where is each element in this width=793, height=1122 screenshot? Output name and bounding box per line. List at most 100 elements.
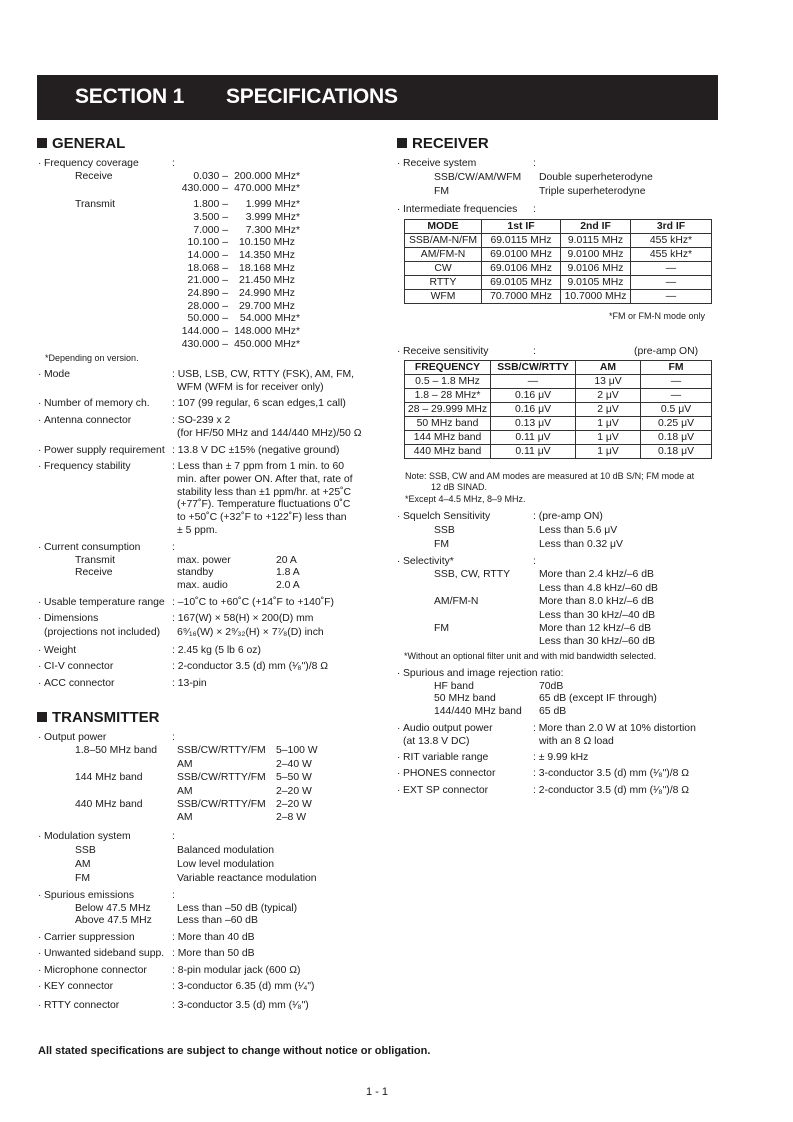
table-cell: 0.18 μV [640,430,712,445]
spec-value: Less than 4.8 kHz/–60 dB [539,582,658,594]
spec-value: max. audio [177,580,228,592]
bullet-icon: · [38,890,42,901]
spec-row: *Depending on version. [0,352,793,364]
spec-value: Less than –60 dB [177,915,258,927]
table-cell: WFM [404,289,482,304]
spec-row: Below 47.5 MHz Less than –50 dB (typical) [0,903,793,915]
spec-sublabel: Transmit [75,554,116,566]
spec-sublabel: 1.8–50 MHz band [75,745,158,757]
spec-label: Unwanted sideband supp. [44,948,165,959]
spec-row: · KEY connector: 3-conductor 6.35 (d) mm … [0,981,793,993]
table-cell: CW [404,261,482,276]
range-end: 470.000 MHz* [234,183,300,195]
table-cell: 0.5 μV [640,402,712,417]
table-cell: 455 kHz* [630,233,712,248]
spec-row: 3.500 – 3.999 MHz* [0,212,793,224]
bullet-icon: · [397,158,401,169]
spec-row: FM Variable reactance modulation [0,873,793,885]
spec-value: 65 dB [539,706,567,718]
table-cell: 0.11 μV [490,444,576,459]
table-cell: 144 MHz band [404,430,491,445]
spec-value: AM [177,785,193,797]
table-cell: 1.8 – 28 MHz* [404,388,491,403]
spec-value: SSB/CW/RTTY/FM [177,799,266,810]
bullet-icon: · [38,732,42,743]
spec-row: 24.890 – 24.990 MHz [0,288,793,300]
spec-row: · Mode: USB, LSB, CW, RTTY (FSK), AM, FM, [0,369,793,381]
spec-row: Transmit 1.800 – 1.999 MHz* [0,199,793,211]
spec-value: to +50˚C (+32˚F to +122˚F) less than [177,512,347,524]
spec-sublabel: (at 13.8 V DC) [403,735,470,747]
table-cell: 1 μV [575,430,641,445]
spec-label: Mode [44,369,70,380]
spec-value: : 167(W) × 58(H) × 200(D) mm [172,613,314,624]
bullet-icon: · [38,965,42,976]
section-title: SPECIFICATIONS [226,85,398,108]
spec-row: · RTTY connector: 3-conductor 3.5 (d) mm … [0,1000,793,1012]
spec-value: : 13.8 V DC ±15% (negative ground) [172,445,340,456]
spec-row: · EXT SP connector: 2-conductor 3.5 (d) m… [0,785,793,797]
spec-row: SSB Balanced modulation [0,845,793,857]
spec-row: · Unwanted sideband supp.: More than 50 d… [0,948,793,960]
sensitivity-note-1: Note: SSB, CW and AM modes are measured … [405,471,695,481]
range-start: 18.068 – [187,262,228,274]
table-cell: 0.13 μV [490,416,576,431]
spec-row: · Usable temperature range: –10˚C to +60˚… [0,597,793,609]
spec-value-2: 2–20 W [276,799,312,810]
spec-value: : [172,831,175,842]
range-end: 29.700 MHz [238,300,295,312]
bullet-icon: · [38,948,42,959]
spec-value: Less than 0.32 μV [539,539,623,550]
spec-value: standby [177,567,214,579]
spec-label: Frequency stability [44,461,131,472]
spec-row: 7.000 – 7.300 MHz* [0,225,793,237]
spec-row: AM 2–8 W [0,812,793,824]
spec-row: SSB/CW/AM/WFM Double superheterodyne [0,172,793,184]
spec-value: : [533,204,536,215]
spec-label: PHONES connector [403,768,496,779]
spec-row: AM/FM-N More than 8.0 kHz/–6 dB [0,596,793,608]
table-cell: 50 MHz band [404,416,491,431]
spec-row: Receive 0.030 – 200.000 MHz* [0,171,793,183]
if-table-note: *FM or FM-N mode only [609,311,706,321]
bullet-icon: · [38,613,42,624]
spec-row: · ACC connector: 13-pin [0,678,793,690]
bullet-icon: · [38,981,42,992]
spec-value: SSB/CW/RTTY/FM [177,745,266,757]
spec-label: Frequency coverage [44,158,139,169]
spec-sublabel: (projections not included) [44,626,161,638]
spec-row: (+77˚F). Temperature fluctuations 0˚C [0,499,793,511]
table-row: RTTY 69.0105 MHz 9.0105 MHz — [404,275,712,290]
spec-value: : 3-conductor 3.5 (d) mm (¹⁄₈")/8 Ω [533,768,690,779]
spec-sublabel: 50 MHz band [434,693,496,705]
spec-row: AM 2–20 W [0,786,793,798]
spec-value: : 2-conductor 3.5 (d) mm (¹⁄₈")/8 Ω [533,785,690,796]
spec-value: : –10˚C to +60˚C (+14˚F to +140˚F) [172,597,334,608]
spec-value: (for HF/50 MHz and 144/440 MHz)/50 Ω [177,427,362,439]
spec-sublabel: SSB/CW/AM/WFM [434,172,522,183]
table-row: 28 – 29.999 MHz 0.16 μV 2 μV 0.5 μV [404,402,712,417]
spec-value: : [172,732,175,743]
table-row: 50 MHz band 0.13 μV 1 μV 0.25 μV [404,416,712,431]
table-cell: 10.7000 MHz [560,289,631,304]
range-start: 7.000 – [193,224,228,236]
bullet-icon: · [38,158,42,169]
column-header: SSB/CW/RTTY [490,360,576,375]
spec-row: · CI-V connector: 2-conductor 3.5 (d) mm … [0,661,793,673]
spec-condition: (pre-amp ON) [634,346,699,357]
spec-label: RIT variable range [403,752,489,763]
table-cell: 440 MHz band [404,444,491,459]
range-start: 430.000 – [181,183,228,195]
spec-row: 21.000 – 21.450 MHz [0,275,793,287]
range-start: 28.000 – [187,300,228,312]
range-start: 10.100 – [187,237,228,249]
table-row: WFM 70.7000 MHz 10.7000 MHz — [404,289,712,304]
spec-value-2: 2–40 W [276,758,312,770]
spec-row: SSB, CW, RTTY More than 2.4 kHz/–6 dB [0,569,793,581]
table-cell: 0.5 – 1.8 MHz [404,374,491,389]
table-row: 0.5 – 1.8 MHz —13 μV — [404,374,712,389]
table-cell: — [490,374,576,389]
table-cell: 0.16 μV [490,388,576,403]
spec-row: · Number of memory ch.: 107 (99 regular, … [0,398,793,410]
spec-value: Less than –50 dB (typical) [177,902,298,914]
